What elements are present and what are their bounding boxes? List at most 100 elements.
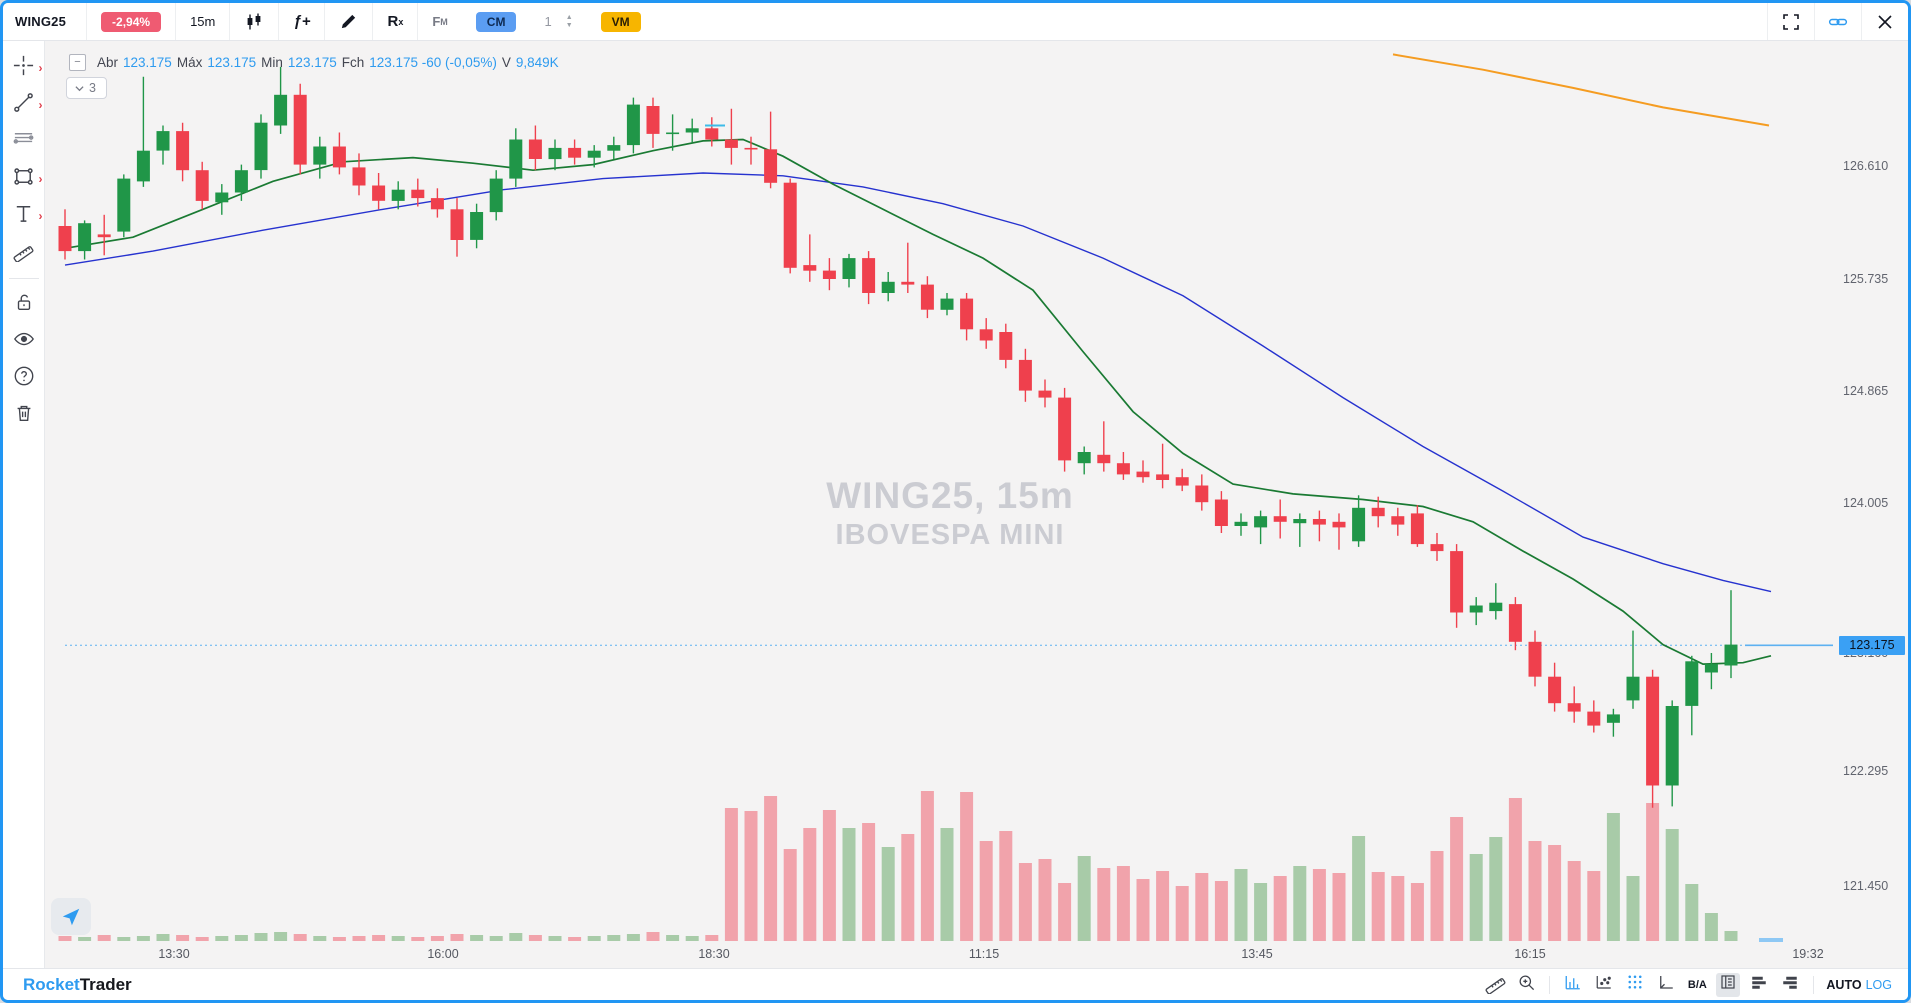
time-axis-label: 13:30 — [158, 947, 190, 961]
indicators-collapsed-button[interactable]: 3 — [66, 77, 107, 99]
candle-body — [803, 265, 817, 271]
pencil-icon — [342, 14, 356, 29]
chart-type-button[interactable] — [230, 3, 278, 40]
volume-bar — [1469, 854, 1483, 941]
sidebar-tool-trend-line[interactable]: › — [3, 86, 45, 123]
volume-bar — [215, 936, 229, 941]
candle-body — [568, 147, 582, 158]
volume-bar — [411, 937, 425, 941]
rectangle-icon — [12, 165, 35, 193]
candle-body — [411, 189, 425, 199]
volume-bar — [1646, 803, 1660, 941]
interval-button[interactable]: 15m — [190, 14, 216, 29]
status-button-panel-list[interactable] — [1716, 972, 1741, 997]
draw-button[interactable] — [325, 3, 372, 40]
sidebar-tool-parallel-lines[interactable] — [3, 123, 45, 160]
legend-open-label: Abr — [97, 55, 119, 70]
status-button-dots-grid[interactable] — [1623, 973, 1647, 997]
sidebar-tool-ruler[interactable] — [3, 234, 45, 271]
volume-bar — [685, 936, 699, 941]
volume-bar — [783, 849, 797, 941]
chart-canvas[interactable] — [3, 3, 1911, 1003]
volume-bar — [1175, 886, 1189, 941]
chevron-right-icon[interactable]: › — [38, 98, 43, 112]
sidebar-tool-text-tool[interactable]: › — [3, 197, 45, 234]
cm-badge[interactable]: CM — [475, 11, 517, 32]
status-button-zoom-in[interactable] — [1514, 973, 1538, 997]
vm-badge[interactable]: VM — [600, 11, 641, 32]
legend-open-value: 123.175 — [123, 55, 172, 70]
volume-bar — [450, 934, 464, 941]
volume-bar — [254, 933, 268, 941]
status-button-bar-chart[interactable] — [1561, 973, 1585, 997]
quantity-stepper[interactable]: 1 ▲ ▼ — [530, 3, 586, 40]
volume-bar — [568, 937, 582, 941]
eye-icon — [13, 328, 35, 355]
status-button-rows-left[interactable] — [1747, 973, 1771, 997]
status-button-axis-corner[interactable] — [1654, 973, 1678, 997]
sidebar-tool-lock[interactable] — [3, 286, 45, 323]
chevron-right-icon[interactable]: › — [38, 209, 43, 223]
volume-bar — [862, 823, 876, 941]
candle-body — [215, 192, 229, 203]
link-button[interactable] — [1815, 3, 1861, 40]
volume-bar — [1254, 883, 1268, 941]
volume-bar — [1430, 851, 1444, 941]
fullscreen-button[interactable] — [1768, 3, 1814, 40]
volume-bar — [1077, 856, 1091, 941]
candle-body — [1489, 602, 1503, 612]
volume-bar — [822, 810, 836, 941]
stepper-arrows-icon[interactable]: ▲ ▼ — [565, 14, 573, 29]
status-divider — [1813, 975, 1815, 994]
sidebar-tool-crosshair[interactable]: › — [3, 49, 45, 86]
volume-bar — [332, 937, 346, 941]
legend-collapse-icon[interactable]: − — [69, 54, 86, 71]
symbol-button[interactable]: WING25 — [15, 14, 67, 29]
trend-line-icon — [12, 91, 35, 119]
volume-bar — [352, 936, 366, 941]
volume-bar — [1293, 866, 1307, 941]
sidebar-tool-trash[interactable] — [3, 397, 45, 434]
ma-fast-line — [64, 138, 1772, 665]
price-axis-tick: 121.450 — [1843, 879, 1889, 893]
status-button-scatter-chart[interactable] — [1592, 973, 1616, 997]
candle-body — [470, 212, 484, 240]
volume-bar — [1450, 817, 1464, 941]
close-button[interactable] — [1862, 3, 1908, 40]
candle-body — [764, 149, 778, 183]
candle-body — [705, 128, 719, 140]
status-button-bid-ask[interactable]: B/A — [1685, 973, 1709, 997]
volume-bar — [940, 828, 954, 941]
auto-scale-toggle[interactable]: AUTO — [1826, 977, 1862, 992]
volume-bar — [1273, 876, 1287, 941]
candle-body — [332, 146, 346, 168]
volume-bar — [58, 936, 72, 941]
volume-bar — [1371, 872, 1385, 941]
candle-body — [97, 234, 111, 238]
volume-bar — [881, 847, 895, 941]
candle-body — [489, 178, 503, 213]
candle-body — [509, 139, 523, 179]
volume-bar — [803, 828, 817, 941]
chevron-right-icon[interactable]: › — [38, 172, 43, 186]
toolbar-divider — [86, 3, 88, 40]
candle-body — [293, 94, 307, 165]
indicators-button[interactable]: ƒ+ — [293, 13, 311, 30]
status-button-rows-right[interactable] — [1778, 973, 1802, 997]
log-scale-toggle[interactable]: LOG — [1865, 977, 1892, 992]
bid-ask-label: B/A — [1687, 978, 1707, 991]
sidebar-tool-rectangle[interactable]: › — [3, 160, 45, 197]
volume-bar — [646, 932, 660, 941]
sidebar-tool-eye[interactable] — [3, 323, 45, 360]
toolbar-divider — [324, 3, 326, 40]
candle-body — [1195, 485, 1209, 503]
chevron-right-icon[interactable]: › — [38, 61, 43, 75]
sidebar-tool-help[interactable] — [3, 360, 45, 397]
status-button-ruler[interactable] — [1483, 973, 1507, 997]
candle-body — [1430, 544, 1444, 552]
scroll-to-recent-button[interactable] — [51, 898, 91, 935]
